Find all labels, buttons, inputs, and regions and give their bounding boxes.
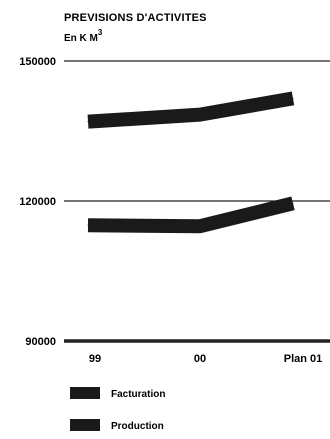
series-line-production	[87, 196, 295, 234]
legend-label: Production	[111, 421, 164, 432]
grid-layer	[64, 60, 330, 202]
y-tick-label: 90000	[25, 336, 56, 348]
axis-layer: 150000 120000 90000 99 00 Plan 01	[19, 56, 330, 365]
chart-subtitle: En K M3	[64, 28, 103, 44]
x-tick-label: 00	[194, 353, 206, 365]
legend-label: Facturation	[111, 389, 165, 400]
chart-title: PREVISIONS D'ACTIVITES	[64, 12, 207, 24]
data-point	[199, 225, 201, 227]
y-tick-label: 120000	[19, 196, 56, 208]
x-tick-label: Plan 01	[284, 353, 323, 365]
data-point	[87, 224, 89, 226]
legend-swatch	[70, 387, 100, 399]
x-tick-label: 99	[89, 353, 101, 365]
data-point	[87, 121, 89, 123]
series-layer	[87, 91, 295, 234]
legend-swatch	[70, 419, 100, 431]
data-point	[199, 114, 201, 116]
data-point	[292, 97, 294, 99]
y-tick-label: 150000	[19, 56, 56, 68]
legend: Facturation Production	[70, 387, 165, 432]
data-point	[292, 202, 294, 204]
series-line-facturation	[87, 91, 295, 129]
